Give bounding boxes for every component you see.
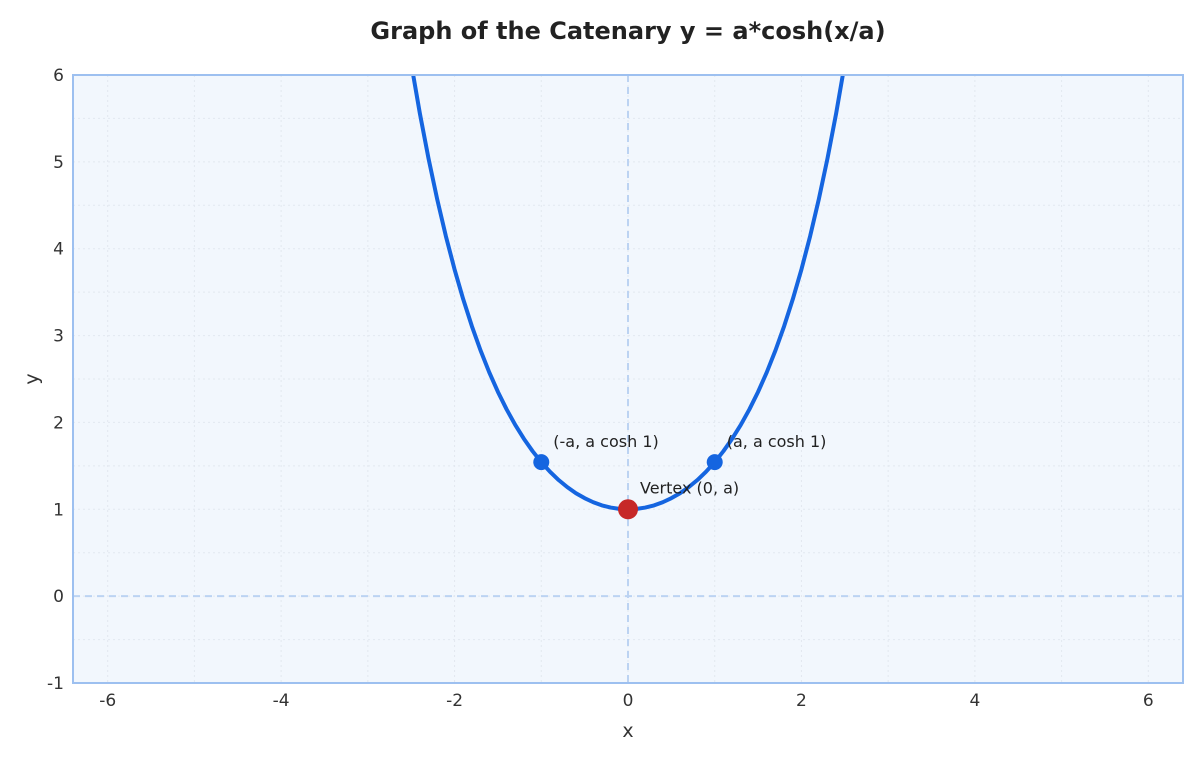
y-tick-label: 2 [53, 413, 64, 433]
x-tick-label: 4 [969, 691, 980, 711]
y-tick-label: 6 [53, 66, 64, 86]
y-tick-label: 0 [53, 587, 64, 607]
x-tick-label: -6 [99, 691, 116, 711]
x-tick-label: -2 [446, 691, 463, 711]
x-axis-label: x [622, 720, 633, 742]
chart-title: Graph of the Catenary y = a*cosh(x/a) [370, 17, 885, 45]
y-axis-label: y [21, 373, 43, 384]
x-tick-labels: -6 -4 -2 0 2 4 6 [99, 691, 1154, 711]
vertex-point [618, 499, 638, 520]
y-tick-label: 5 [53, 153, 64, 173]
plot-frame [72, 74, 1184, 684]
x-tick-label: 2 [796, 691, 807, 711]
x-tick-label: -4 [273, 691, 290, 711]
x-tick-label: 6 [1143, 691, 1154, 711]
y-tick-label: 1 [53, 500, 64, 520]
y-tick-label: 3 [53, 327, 64, 347]
point-label: (-a, a cosh 1) [553, 432, 658, 451]
point-label: (a, a cosh 1) [727, 432, 827, 451]
y-tick-label: 4 [53, 240, 64, 260]
curve-point [533, 454, 550, 471]
x-tick-label: 0 [623, 691, 634, 711]
reference-lines [73, 75, 1183, 683]
curve-point [706, 454, 723, 471]
vertex-label: Vertex (0, a) [640, 478, 739, 497]
y-tick-label: -1 [47, 674, 64, 694]
annotated-points: (-a, a cosh 1) (a, a cosh 1) Vertex (0, a) [533, 432, 827, 520]
y-tick-labels: -1 0 1 2 3 4 5 6 [47, 66, 64, 694]
